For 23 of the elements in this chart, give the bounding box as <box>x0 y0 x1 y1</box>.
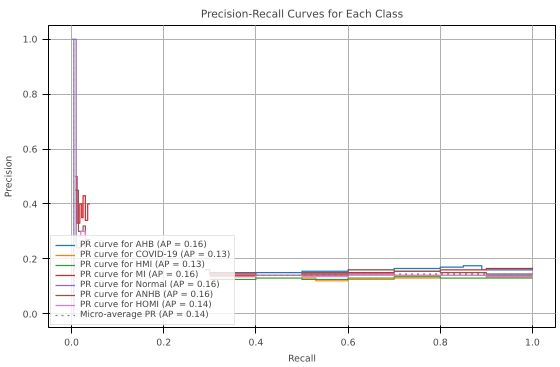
x-axis-title: Recall <box>288 354 316 364</box>
y-axis-title: Precision <box>4 156 15 198</box>
y-tick-label: 0.4 <box>22 199 38 210</box>
x-tick-label: 0.6 <box>340 338 356 348</box>
x-tick-label: 1.0 <box>525 338 540 348</box>
legend-label: PR curve for HOMI (AP = 0.14) <box>80 300 212 310</box>
legend-label: PR curve for AHB (AP = 0.16) <box>80 240 207 250</box>
x-tick-label: 0.2 <box>156 338 172 348</box>
legend-label: PR curve for Normal (AP = 0.16) <box>80 280 220 290</box>
y-tick-label: 1.0 <box>22 34 38 46</box>
chart-title: Precision-Recall Curves for Each Class <box>200 8 404 20</box>
x-tick-label: 0.8 <box>432 338 448 348</box>
y-tick-label: 0.2 <box>22 254 38 266</box>
y-tick-label: 0.6 <box>22 144 38 156</box>
y-tick-label: 0.0 <box>22 309 38 320</box>
legend-label: PR curve for ANHB (AP = 0.16) <box>80 290 214 300</box>
legend-label: Micro-average PR (AP = 0.14) <box>80 310 209 320</box>
legend-label: PR curve for COVID-19 (AP = 0.13) <box>80 250 230 260</box>
x-tick-label: 0.0 <box>64 338 80 348</box>
x-tick-label: 0.4 <box>248 338 264 348</box>
legend-label: PR curve for MI (AP = 0.16) <box>80 270 198 280</box>
legend-label: PR curve for HMI (AP = 0.13) <box>80 260 205 270</box>
y-tick-label: 0.8 <box>22 90 38 101</box>
